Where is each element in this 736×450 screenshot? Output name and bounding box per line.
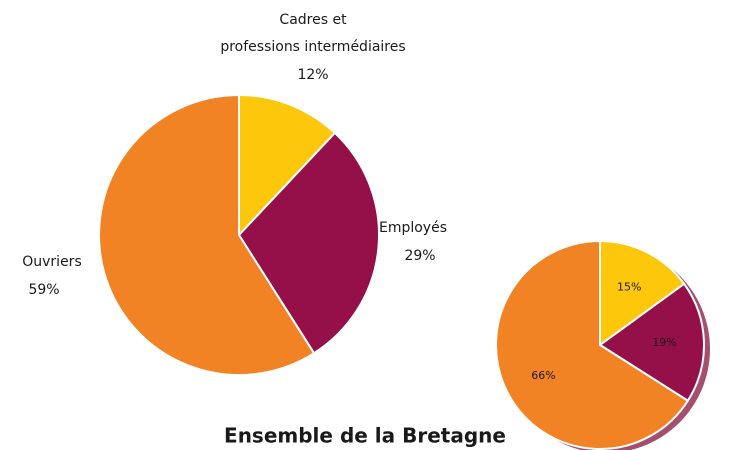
- slice-label: 15%: [617, 281, 641, 294]
- category-label: professions intermédiaires: [220, 39, 405, 55]
- pie-slice: [98, 93, 316, 376]
- pie-slice: [495, 239, 690, 450]
- pie-slice: [237, 131, 380, 355]
- category-label: Employés: [379, 220, 447, 236]
- slice-label: 29%: [404, 248, 435, 264]
- slice-label: 59%: [28, 282, 59, 298]
- pie-slice: [599, 239, 686, 347]
- slice-label: 66%: [531, 369, 555, 382]
- pie-slice: [238, 93, 337, 238]
- category-label: Cadres et: [279, 12, 347, 28]
- pie-slice: [598, 282, 705, 403]
- chart-title: Ensemble de la Bretagne: [224, 424, 506, 448]
- slice-label: 19%: [652, 336, 676, 349]
- slice-label: 12%: [297, 67, 328, 83]
- category-label: Ouvriers: [22, 254, 82, 270]
